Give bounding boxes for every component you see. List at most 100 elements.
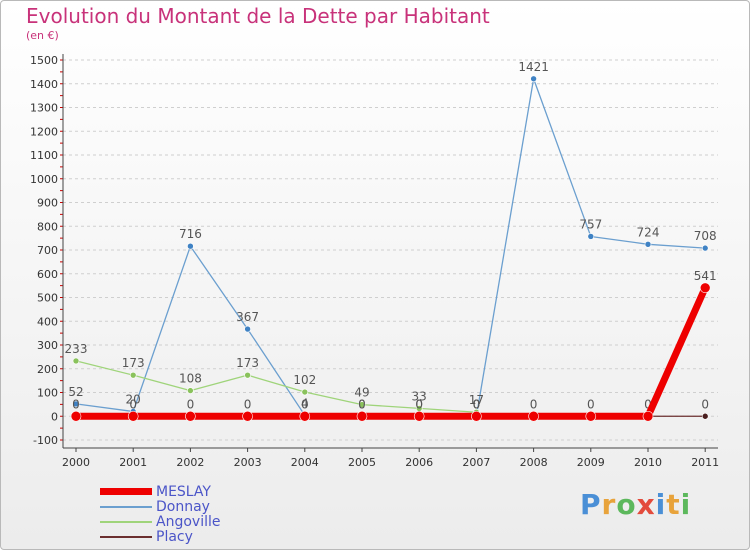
data-point-placy	[701, 412, 709, 420]
data-label-donnay: 757	[579, 217, 602, 231]
data-label-donnay: 1421	[518, 60, 549, 74]
data-label-placy: 0	[530, 397, 538, 411]
y-tick-label: 200	[37, 363, 58, 376]
data-label-placy: 0	[72, 397, 80, 411]
x-tick-label: 2010	[634, 456, 662, 469]
legend-label-placy: Placy	[156, 528, 193, 545]
data-label-donnay: 0	[415, 397, 423, 411]
data-label-angoville: 17	[469, 393, 484, 407]
data-point-meslay	[642, 410, 654, 422]
data-label-angoville: 173	[236, 356, 259, 370]
legend-swatch-meslay	[100, 488, 152, 495]
data-label-placy: 0	[129, 397, 137, 411]
x-tick-label: 2009	[577, 456, 605, 469]
logo-letter: i	[655, 488, 667, 521]
data-point-donnay	[701, 244, 709, 252]
data-point-angoville	[72, 357, 80, 365]
y-tick-label: 1200	[30, 125, 58, 138]
legend-swatch-angoville	[100, 520, 152, 523]
data-label-angoville: 108	[179, 372, 202, 386]
y-tick-label: 0	[51, 410, 58, 423]
legend-item-placy: Placy	[100, 528, 220, 545]
data-label-donnay: 20	[126, 393, 141, 407]
x-tick-label: 2003	[234, 456, 262, 469]
data-label-donnay: 716	[179, 227, 202, 241]
y-tick-label: 1300	[30, 102, 58, 115]
data-label-placy: 0	[701, 397, 709, 411]
chart-subtitle: (en €)	[26, 29, 59, 42]
logo-letter: P	[580, 488, 602, 521]
data-label-angoville: 33	[412, 389, 427, 403]
y-tick-label: 600	[37, 268, 58, 281]
data-label-placy: 0	[358, 397, 366, 411]
y-tick-label: 1000	[30, 173, 58, 186]
legend-label-meslay: MESLAY	[156, 483, 211, 500]
logo-letter: r	[601, 488, 617, 521]
data-point-angoville	[244, 371, 251, 379]
chart-title: Evolution du Montant de la Dette par Hab…	[26, 4, 490, 28]
data-point-meslay	[70, 410, 82, 422]
data-point-angoville	[358, 401, 366, 408]
data-point-donnay	[244, 325, 251, 333]
logo-letter: i	[680, 488, 692, 521]
legend-label-angoville: Angoville	[156, 513, 221, 530]
x-tick-label: 2005	[348, 456, 376, 469]
data-point-meslay	[699, 282, 711, 294]
data-point-meslay	[185, 410, 196, 422]
data-label-donnay: 0	[473, 397, 481, 411]
data-point-meslay	[528, 410, 539, 422]
data-point-angoville	[301, 388, 309, 396]
data-label-meslay: 541	[694, 269, 717, 283]
legend-label-donnay: Donnay	[156, 498, 210, 515]
x-tick-label: 2000	[62, 456, 90, 469]
data-label-placy: 0	[473, 397, 481, 411]
data-point-donnay	[187, 242, 194, 250]
x-tick-label: 2002	[176, 456, 204, 469]
logo-letter: o	[616, 488, 637, 521]
proxiti-logo: Proxiti	[580, 488, 691, 521]
data-label-donnay: 367	[236, 310, 259, 324]
y-tick-label: 800	[37, 220, 58, 233]
y-tick-label: 1100	[30, 149, 58, 162]
x-tick-label: 2008	[520, 456, 548, 469]
y-tick-label: 500	[37, 292, 58, 305]
y-tick-label: 100	[37, 387, 58, 400]
data-point-donnay	[72, 400, 80, 408]
legend-item-donnay: Donnay	[100, 498, 220, 515]
series-line-angoville	[75, 360, 478, 413]
y-tick-label: 400	[37, 315, 58, 328]
data-point-meslay	[471, 410, 482, 422]
series-line-donnay	[75, 78, 706, 417]
legend-item-meslay: MESLAY	[100, 483, 220, 500]
data-label-placy: 0	[244, 397, 252, 411]
y-tick-label: -100	[33, 434, 58, 447]
data-point-donnay	[644, 241, 652, 248]
data-label-placy: 0	[644, 397, 652, 411]
data-point-meslay	[127, 410, 139, 422]
data-label-placy: 0	[415, 397, 423, 411]
data-point-meslay	[299, 410, 311, 422]
data-point-meslay	[242, 410, 253, 422]
data-point-angoville	[129, 371, 137, 379]
legend-swatch-placy	[100, 535, 152, 538]
data-point-meslay	[413, 410, 425, 422]
chart-legend: MESLAY Donnay Angoville Placy	[100, 483, 221, 545]
data-label-donnay: 52	[68, 385, 83, 399]
logo-letter: t	[666, 488, 681, 521]
legend-swatch-donnay	[100, 505, 152, 508]
y-tick-label: 1400	[30, 78, 58, 91]
data-point-donnay	[587, 233, 595, 240]
data-label-placy: 0	[187, 397, 195, 411]
data-point-meslay	[356, 410, 368, 422]
data-label-placy: 0	[301, 397, 309, 411]
data-point-meslay	[585, 410, 597, 422]
data-label-angoville: 233	[65, 342, 88, 356]
y-tick-label: 1500	[30, 54, 58, 67]
x-tick-label: 2004	[291, 456, 319, 469]
data-point-donnay	[530, 75, 537, 83]
x-tick-label: 2001	[119, 456, 147, 469]
x-tick-label: 2006	[405, 456, 433, 469]
data-label-angoville: 102	[293, 373, 316, 387]
